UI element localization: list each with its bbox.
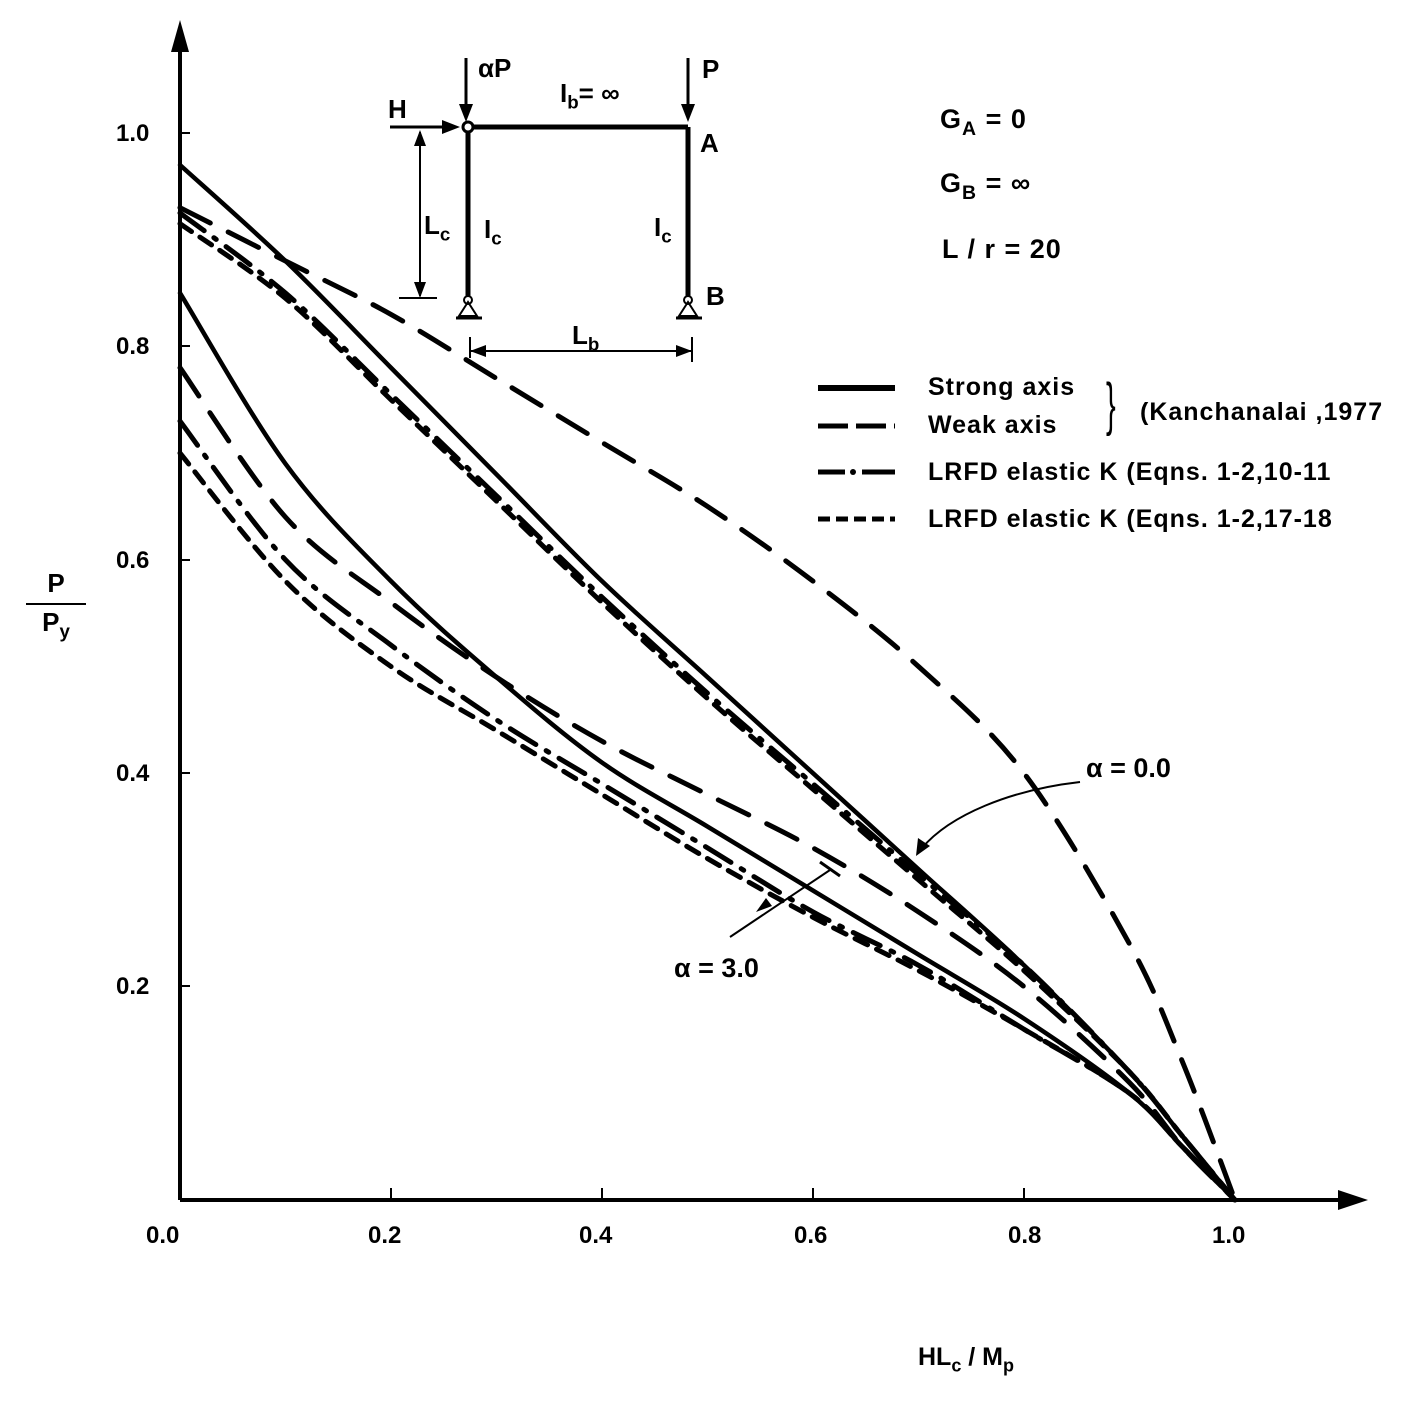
x-axis	[180, 1188, 1368, 1210]
x-axis-arrow-icon	[1338, 1190, 1368, 1210]
frame-label-h: H	[388, 94, 407, 124]
right-pin-support-icon	[683, 295, 693, 305]
frame-label-p: P	[702, 54, 720, 84]
x-tick-0.6: 0.6	[794, 1222, 828, 1249]
y-tick-1.0: 1.0	[116, 120, 150, 147]
frame-label-lc: Lc	[424, 210, 451, 245]
legend-source: (Kanchanalai ,1977	[1140, 398, 1384, 426]
curve-short-dash-3	[177, 221, 1238, 1203]
alpha0-leader	[916, 781, 1081, 856]
frame-label-ib: Ib= ∞	[560, 78, 620, 113]
alpha3-leader	[729, 860, 841, 938]
param-gb: GB = ∞	[940, 168, 1032, 204]
annotation-alpha-0: α = 0.0	[1086, 753, 1171, 783]
x-tick-1.0: 1.0	[1212, 1222, 1246, 1249]
y-axis	[171, 20, 190, 1200]
y-axis-arrow-icon	[171, 20, 189, 52]
y-tick-0.4: 0.4	[116, 760, 150, 787]
frame-label-b: B	[706, 281, 725, 311]
frame-label-a: A	[700, 128, 719, 158]
left-pin-support-icon	[463, 295, 473, 305]
frame-label-alpha-p: αP	[478, 53, 512, 83]
frame-label-ic-left: Ic	[484, 214, 502, 249]
curve-dash-dot-2	[177, 210, 1238, 1203]
x-tick-0.8: 0.8	[1008, 1222, 1042, 1249]
curve-dashed-1	[177, 205, 1238, 1203]
pin-joint-icon	[461, 120, 475, 134]
x-tick-0.4: 0.4	[579, 1222, 613, 1249]
legend-lrfd-10-11: LRFD elastic K (Eqns. 1-2,10-11	[928, 458, 1332, 486]
y-tick-0.8: 0.8	[116, 333, 150, 360]
curve-solid-4	[177, 290, 1238, 1203]
curve-dashed-5	[177, 365, 1238, 1203]
x-axis-label: HLc / Mp	[918, 1343, 1015, 1376]
legend-lrfd-17-18: LRFD elastic K (Eqns. 1-2,17-18	[928, 505, 1333, 533]
frame-diagram	[390, 58, 702, 362]
legend-samples	[818, 385, 895, 522]
frame-label-ic-right: Ic	[654, 212, 672, 247]
annotation-alpha-3: α = 3.0	[674, 953, 759, 983]
legend-weak-axis: Weak axis	[928, 411, 1058, 439]
frame-label-lb: Lb	[572, 320, 600, 355]
x-tick-0.0: 0.0	[146, 1222, 180, 1249]
legend-brace: }	[1106, 372, 1116, 437]
curves-group	[177, 162, 1238, 1203]
x-tick-0.2: 0.2	[368, 1222, 402, 1249]
y-axis-label: P Py	[26, 568, 86, 643]
param-lr: L / r = 20	[942, 234, 1062, 264]
y-tick-0.2: 0.2	[116, 973, 150, 1000]
curve-dash-dot-6	[177, 418, 1238, 1203]
y-tick-0.6: 0.6	[116, 547, 150, 574]
curve-solid-0	[177, 162, 1238, 1203]
param-ga: GA = 0	[940, 104, 1027, 140]
legend-strong-axis: Strong axis	[928, 373, 1076, 401]
legend-dashdot-sample	[818, 469, 895, 475]
curve-short-dash-7	[177, 450, 1238, 1203]
